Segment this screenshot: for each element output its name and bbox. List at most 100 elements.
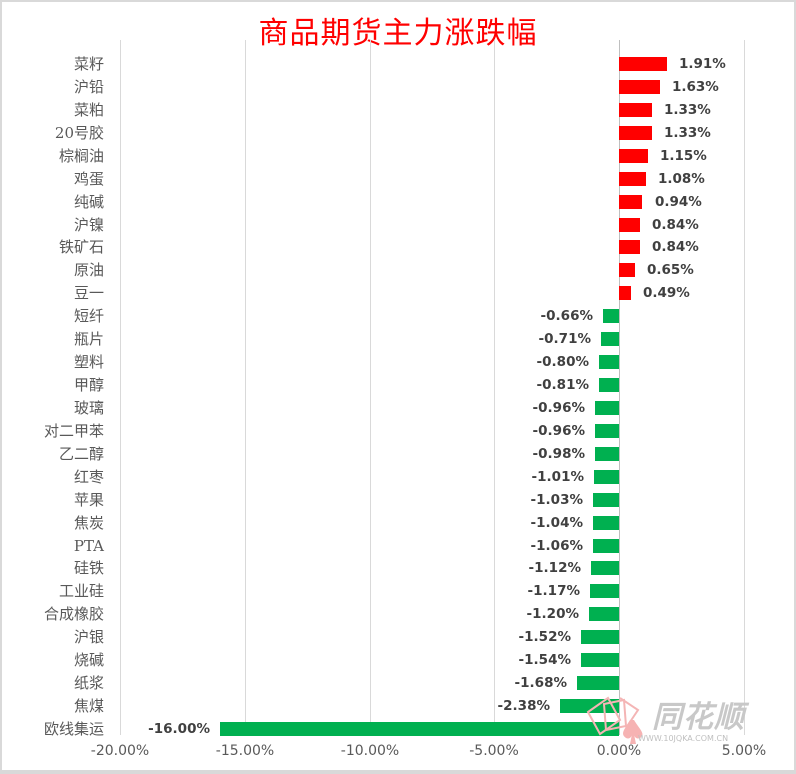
bar-negative bbox=[220, 722, 619, 736]
value-label: 1.63% bbox=[672, 79, 719, 95]
value-label: 0.65% bbox=[647, 262, 694, 278]
category-label: 玻璃 bbox=[73, 399, 104, 417]
value-label: 1.08% bbox=[658, 171, 705, 187]
bar-positive bbox=[619, 218, 640, 232]
bar-negative bbox=[601, 332, 619, 346]
bar-negative bbox=[591, 561, 619, 575]
bar-negative bbox=[594, 470, 619, 484]
value-label: -1.01% bbox=[531, 469, 584, 485]
bar-negative bbox=[595, 447, 619, 461]
category-label: 菜粕 bbox=[73, 101, 104, 119]
value-label: -1.12% bbox=[528, 560, 581, 576]
bar-negative bbox=[581, 630, 619, 644]
bar-negative bbox=[577, 676, 619, 690]
bar-positive bbox=[619, 126, 652, 140]
value-label: 1.33% bbox=[664, 125, 711, 141]
category-label: 鸡蛋 bbox=[73, 170, 104, 188]
x-tick-label: 5.00% bbox=[721, 743, 767, 759]
category-label: 乙二醇 bbox=[58, 445, 104, 463]
value-label: -2.38% bbox=[497, 698, 550, 714]
watermark-url: WWW.10JQKA.COM.CN bbox=[638, 734, 729, 743]
x-tick-label: -20.00% bbox=[90, 743, 150, 759]
value-label: -0.80% bbox=[536, 354, 589, 370]
zero-axis-line bbox=[619, 40, 620, 735]
bar-positive bbox=[619, 57, 667, 71]
bar-negative bbox=[603, 309, 619, 323]
value-label: 0.94% bbox=[655, 194, 702, 210]
cards-logo-icon bbox=[586, 696, 643, 744]
category-label: 欧线集运 bbox=[43, 720, 104, 738]
bar-negative bbox=[590, 584, 619, 598]
gridline bbox=[494, 40, 495, 735]
value-label: -0.96% bbox=[532, 400, 585, 416]
value-label: 0.84% bbox=[652, 217, 699, 233]
category-label: 豆一 bbox=[73, 284, 104, 302]
category-label: 沪银 bbox=[73, 628, 104, 646]
category-label: 纸浆 bbox=[73, 674, 104, 692]
category-label: 甲醇 bbox=[73, 376, 104, 394]
category-label: 焦炭 bbox=[73, 514, 104, 532]
category-label: 原油 bbox=[73, 261, 104, 279]
category-label: 沪铅 bbox=[73, 78, 104, 96]
category-label: 苹果 bbox=[73, 491, 104, 509]
x-tick-label: 0.00% bbox=[596, 743, 642, 759]
value-label: -1.06% bbox=[530, 538, 583, 554]
value-label: 1.91% bbox=[679, 56, 726, 72]
category-label: 短纤 bbox=[73, 307, 104, 325]
bar-positive bbox=[619, 240, 640, 254]
category-label: 棕榈油 bbox=[58, 147, 104, 165]
value-label: -1.68% bbox=[514, 675, 567, 691]
category-label: 焦煤 bbox=[73, 697, 104, 715]
gridline bbox=[370, 40, 371, 735]
bar-negative bbox=[595, 424, 619, 438]
category-label: 菜籽 bbox=[73, 55, 104, 73]
category-label: 红枣 bbox=[73, 468, 104, 486]
bar-negative bbox=[595, 401, 619, 415]
category-label: 沪镍 bbox=[73, 216, 104, 234]
value-label: -0.98% bbox=[532, 446, 585, 462]
category-label: 铁矿石 bbox=[58, 238, 104, 256]
category-label: 瓶片 bbox=[73, 330, 104, 348]
category-label: 烧碱 bbox=[73, 651, 104, 669]
value-label: -1.17% bbox=[527, 583, 580, 599]
gridline bbox=[120, 40, 121, 735]
x-tick-label: -10.00% bbox=[340, 743, 400, 759]
watermark-brand: 同花顺 bbox=[652, 700, 745, 735]
value-label: -16.00% bbox=[148, 721, 210, 737]
value-label: 0.84% bbox=[652, 239, 699, 255]
bar-negative bbox=[599, 378, 619, 392]
value-label: -0.66% bbox=[540, 308, 593, 324]
value-label: 0.49% bbox=[643, 285, 690, 301]
gridline bbox=[245, 40, 246, 735]
bar-positive bbox=[619, 149, 648, 163]
chart-title: 商品期货主力涨跌幅 bbox=[258, 16, 538, 51]
value-label: -1.54% bbox=[518, 652, 571, 668]
value-label: -1.04% bbox=[530, 515, 583, 531]
category-label: 硅铁 bbox=[73, 559, 104, 577]
value-label: -1.52% bbox=[518, 629, 571, 645]
bar-negative bbox=[593, 539, 619, 553]
value-label: 1.15% bbox=[660, 148, 707, 164]
bar-positive bbox=[619, 172, 646, 186]
category-label: 20号胶 bbox=[54, 124, 104, 142]
watermark: 同花顺 WWW.10JQKA.COM.CN bbox=[580, 690, 770, 750]
bar-positive bbox=[619, 80, 660, 94]
category-label: 工业硅 bbox=[58, 582, 104, 600]
category-label: 纯碱 bbox=[73, 193, 104, 211]
x-tick-label: -5.00% bbox=[469, 743, 519, 759]
bar-positive bbox=[619, 195, 642, 209]
bar-positive bbox=[619, 286, 631, 300]
x-tick-label: -15.00% bbox=[215, 743, 275, 759]
value-label: -0.96% bbox=[532, 423, 585, 439]
bar-negative bbox=[599, 355, 619, 369]
value-label: -0.71% bbox=[538, 331, 591, 347]
value-label: -1.03% bbox=[530, 492, 583, 508]
category-label: PTA bbox=[73, 537, 104, 555]
bar-negative bbox=[593, 516, 619, 530]
bar-positive bbox=[619, 263, 635, 277]
value-label: -1.20% bbox=[526, 606, 579, 622]
bar-negative bbox=[593, 493, 619, 507]
category-label: 对二甲苯 bbox=[43, 422, 104, 440]
